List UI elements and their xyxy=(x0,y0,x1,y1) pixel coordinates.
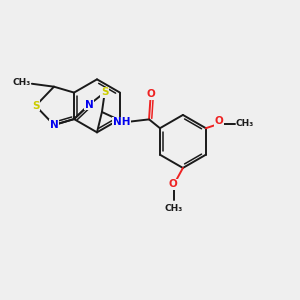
Text: O: O xyxy=(215,116,224,126)
Text: S: S xyxy=(101,87,109,98)
Text: S: S xyxy=(32,101,39,111)
Text: O: O xyxy=(168,179,177,189)
Text: CH₃: CH₃ xyxy=(13,78,31,87)
Text: O: O xyxy=(146,89,155,99)
Text: CH₃: CH₃ xyxy=(235,119,253,128)
Text: NH: NH xyxy=(113,117,130,127)
Text: N: N xyxy=(50,120,58,130)
Text: CH₃: CH₃ xyxy=(165,204,183,213)
Text: N: N xyxy=(85,100,94,110)
